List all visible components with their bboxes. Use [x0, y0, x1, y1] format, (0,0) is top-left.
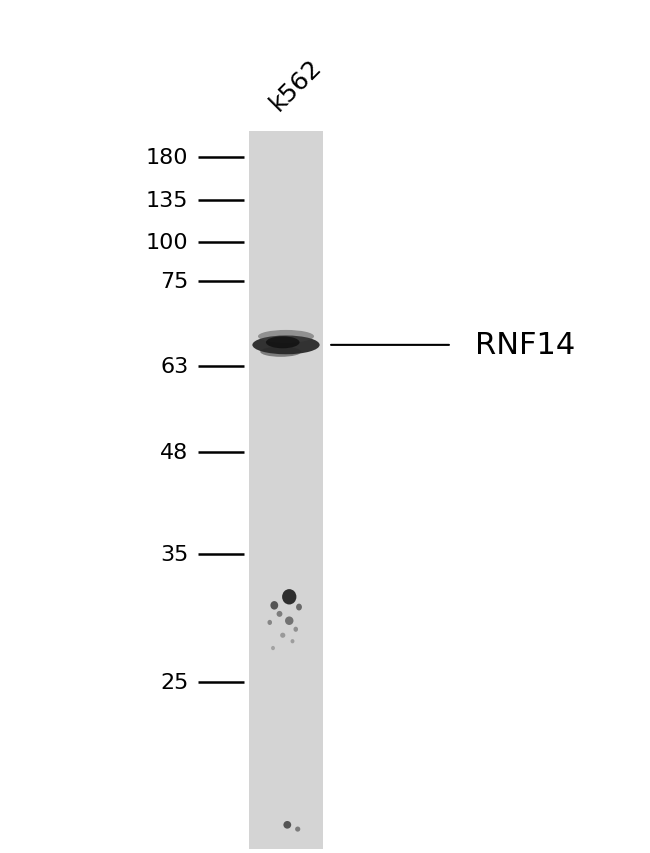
Ellipse shape [252, 336, 320, 355]
Ellipse shape [268, 620, 272, 625]
Bar [248, 132, 324, 849]
Ellipse shape [285, 617, 294, 625]
Text: RNF14: RNF14 [474, 331, 575, 360]
Ellipse shape [296, 604, 302, 611]
Ellipse shape [266, 337, 300, 349]
Ellipse shape [295, 827, 300, 832]
Ellipse shape [271, 647, 275, 651]
Text: 100: 100 [146, 233, 188, 253]
Ellipse shape [291, 640, 294, 643]
Ellipse shape [277, 611, 282, 618]
Text: 25: 25 [160, 672, 188, 693]
Ellipse shape [280, 633, 285, 638]
Text: 135: 135 [146, 190, 188, 211]
Text: k562: k562 [265, 55, 326, 115]
Text: 48: 48 [161, 442, 188, 462]
Ellipse shape [294, 627, 298, 632]
Ellipse shape [270, 601, 278, 610]
Text: 75: 75 [160, 271, 188, 292]
Ellipse shape [258, 330, 314, 343]
Text: 180: 180 [146, 148, 188, 168]
Ellipse shape [260, 347, 302, 357]
Ellipse shape [283, 821, 291, 828]
Ellipse shape [282, 589, 296, 605]
Text: 63: 63 [161, 357, 188, 377]
Text: 35: 35 [160, 544, 188, 565]
